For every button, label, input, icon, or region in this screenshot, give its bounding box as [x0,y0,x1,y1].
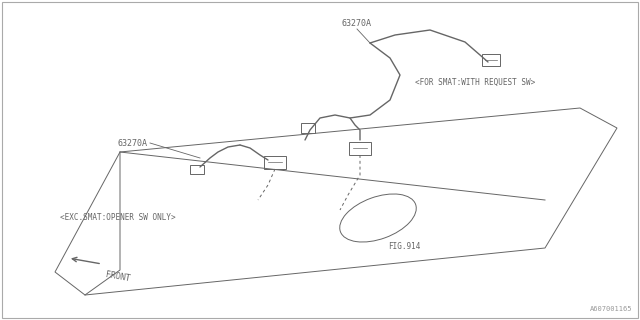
FancyBboxPatch shape [349,141,371,155]
Text: FRONT: FRONT [105,270,131,283]
Text: A607001165: A607001165 [589,306,632,312]
FancyBboxPatch shape [482,54,500,66]
Polygon shape [55,108,617,295]
Ellipse shape [340,194,416,242]
FancyBboxPatch shape [264,156,286,169]
FancyBboxPatch shape [190,164,204,173]
Text: FIG.914: FIG.914 [388,242,420,251]
Text: <FOR SMAT:WITH REQUEST SW>: <FOR SMAT:WITH REQUEST SW> [415,77,535,86]
Text: 63270A: 63270A [342,19,372,28]
Text: <EXC.SMAT:OPENER SW ONLY>: <EXC.SMAT:OPENER SW ONLY> [60,213,175,222]
Text: 63270A: 63270A [118,139,148,148]
FancyBboxPatch shape [301,123,315,133]
